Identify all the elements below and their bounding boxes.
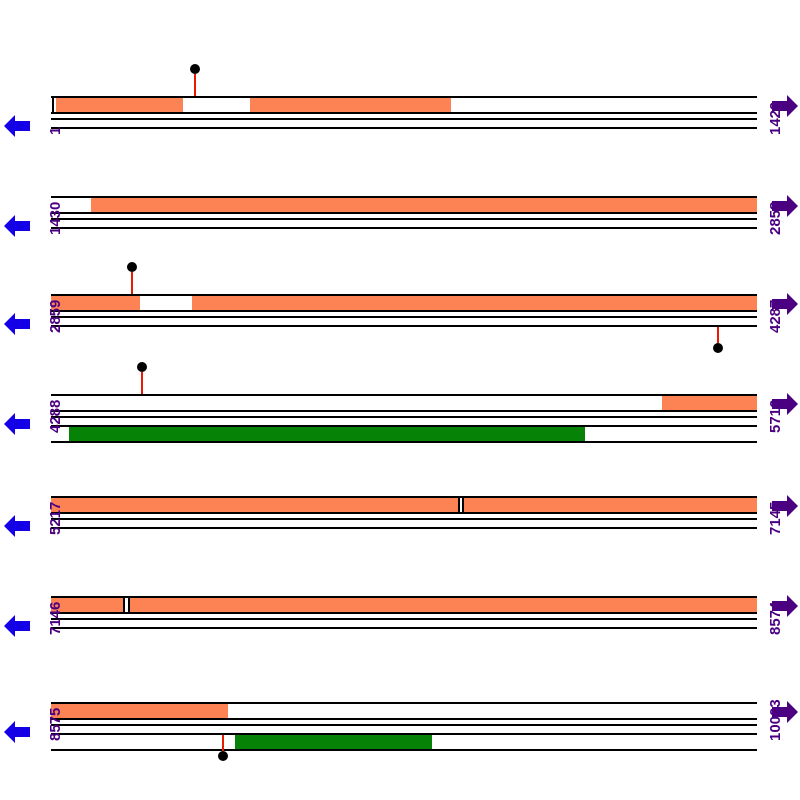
marker-stem <box>131 272 133 294</box>
feature-bar-reverse[interactable] <box>235 733 432 751</box>
next-page-arrow-right-icon[interactable] <box>770 193 800 219</box>
feature-bar-forward[interactable] <box>192 294 757 312</box>
lollipop-marker-icon[interactable] <box>190 64 200 74</box>
row-start-coordinate: 5217 <box>47 501 64 535</box>
row-end-coordinate: 1429 <box>767 101 784 135</box>
sequence-feature-marker[interactable] <box>713 327 723 353</box>
feature-bar-empty <box>432 733 757 751</box>
lollipop-marker-icon[interactable] <box>127 262 137 272</box>
row-end-coordinate: 5716 <box>767 399 784 433</box>
sequence-row: 4288 5716 <box>0 362 800 478</box>
reading-frame-line <box>51 118 757 120</box>
feature-bar-forward[interactable] <box>418 96 451 114</box>
feature-bar-forward[interactable] <box>250 96 420 114</box>
reading-frame-line <box>51 627 757 629</box>
next-page-arrow-right-icon[interactable] <box>770 493 800 519</box>
feature-bar-forward[interactable] <box>51 294 140 312</box>
reading-frame-line <box>51 718 757 720</box>
prev-page-arrow-left-icon[interactable] <box>2 613 32 639</box>
reading-frame-line <box>51 527 757 529</box>
feature-bar-reverse[interactable] <box>69 425 585 443</box>
feature-bar-forward[interactable] <box>662 394 757 412</box>
reading-frame-line <box>51 518 757 520</box>
feature-bar-empty <box>51 733 235 751</box>
feature-bar-empty <box>51 196 91 214</box>
feature-bar-empty <box>51 394 662 412</box>
row-start-coordinate: 1430 <box>47 201 64 235</box>
marker-stem <box>194 74 196 96</box>
row-end-coordinate: 4287 <box>767 299 784 333</box>
next-page-arrow-right-icon[interactable] <box>770 291 800 317</box>
sequence-row: 1 1429 <box>0 64 800 180</box>
feature-bar-forward[interactable] <box>51 702 228 720</box>
marker-stem <box>717 327 719 343</box>
marker-stem <box>222 735 224 751</box>
feature-bar-empty <box>585 425 757 443</box>
feature-bar-empty <box>183 96 250 114</box>
next-page-arrow-right-icon[interactable] <box>770 391 800 417</box>
lollipop-marker-icon[interactable] <box>137 362 147 372</box>
row-end-coordinate: 8574 <box>767 601 784 635</box>
prev-page-arrow-left-icon[interactable] <box>2 719 32 745</box>
feature-start-tick <box>52 96 54 114</box>
row-start-coordinate: 7146 <box>47 601 64 635</box>
feature-bar-forward[interactable] <box>56 96 183 114</box>
reading-frame-line <box>51 618 757 620</box>
row-end-coordinate: 7145 <box>767 501 784 535</box>
reading-frame-line <box>51 325 757 327</box>
sequence-row: 7146 8574 <box>0 580 800 680</box>
row-start-coordinate: 8575 <box>47 707 64 741</box>
sequence-row: 8575 10003 <box>0 686 800 786</box>
sequence-feature-marker[interactable] <box>127 262 137 294</box>
reading-frame-line <box>51 227 757 229</box>
row-end-coordinate: 10003 <box>767 699 784 741</box>
reading-frame-line <box>51 416 757 418</box>
prev-page-arrow-left-icon[interactable] <box>2 411 32 437</box>
row-end-coordinate: 2858 <box>767 201 784 235</box>
feature-bar-forward[interactable] <box>51 596 757 614</box>
lollipop-marker-icon[interactable] <box>713 343 723 353</box>
marker-stem <box>141 372 143 394</box>
next-page-arrow-right-icon[interactable] <box>770 593 800 619</box>
feature-bar-forward[interactable] <box>91 196 757 214</box>
row-start-coordinate: 2859 <box>47 299 64 333</box>
reading-frame-line <box>51 724 757 726</box>
reading-frame-line <box>51 316 757 318</box>
sequence-feature-marker[interactable] <box>218 735 228 761</box>
reading-frame-line <box>51 702 757 704</box>
reading-frame-line <box>51 127 757 129</box>
sequence-feature-marker[interactable] <box>137 362 147 394</box>
sequence-row: 2859 4287 <box>0 262 800 378</box>
feature-bar-empty <box>140 294 192 312</box>
next-page-arrow-right-icon[interactable] <box>770 93 800 119</box>
sequence-row: 1430 2858 <box>0 180 800 280</box>
feature-gap-marker <box>123 598 130 612</box>
row-start-coordinate: 1 <box>47 126 64 135</box>
prev-page-arrow-left-icon[interactable] <box>2 513 32 539</box>
prev-page-arrow-left-icon[interactable] <box>2 113 32 139</box>
row-start-coordinate: 4288 <box>47 399 64 433</box>
feature-bar-empty <box>51 425 69 443</box>
prev-page-arrow-left-icon[interactable] <box>2 213 32 239</box>
prev-page-arrow-left-icon[interactable] <box>2 311 32 337</box>
sequence-feature-marker[interactable] <box>190 64 200 96</box>
feature-bar-forward[interactable] <box>51 496 757 514</box>
reading-frame-line <box>51 218 757 220</box>
sequence-row: 5217 7145 <box>0 480 800 580</box>
lollipop-marker-icon[interactable] <box>218 751 228 761</box>
feature-gap-marker <box>458 498 464 512</box>
next-page-arrow-right-icon[interactable] <box>770 699 800 725</box>
